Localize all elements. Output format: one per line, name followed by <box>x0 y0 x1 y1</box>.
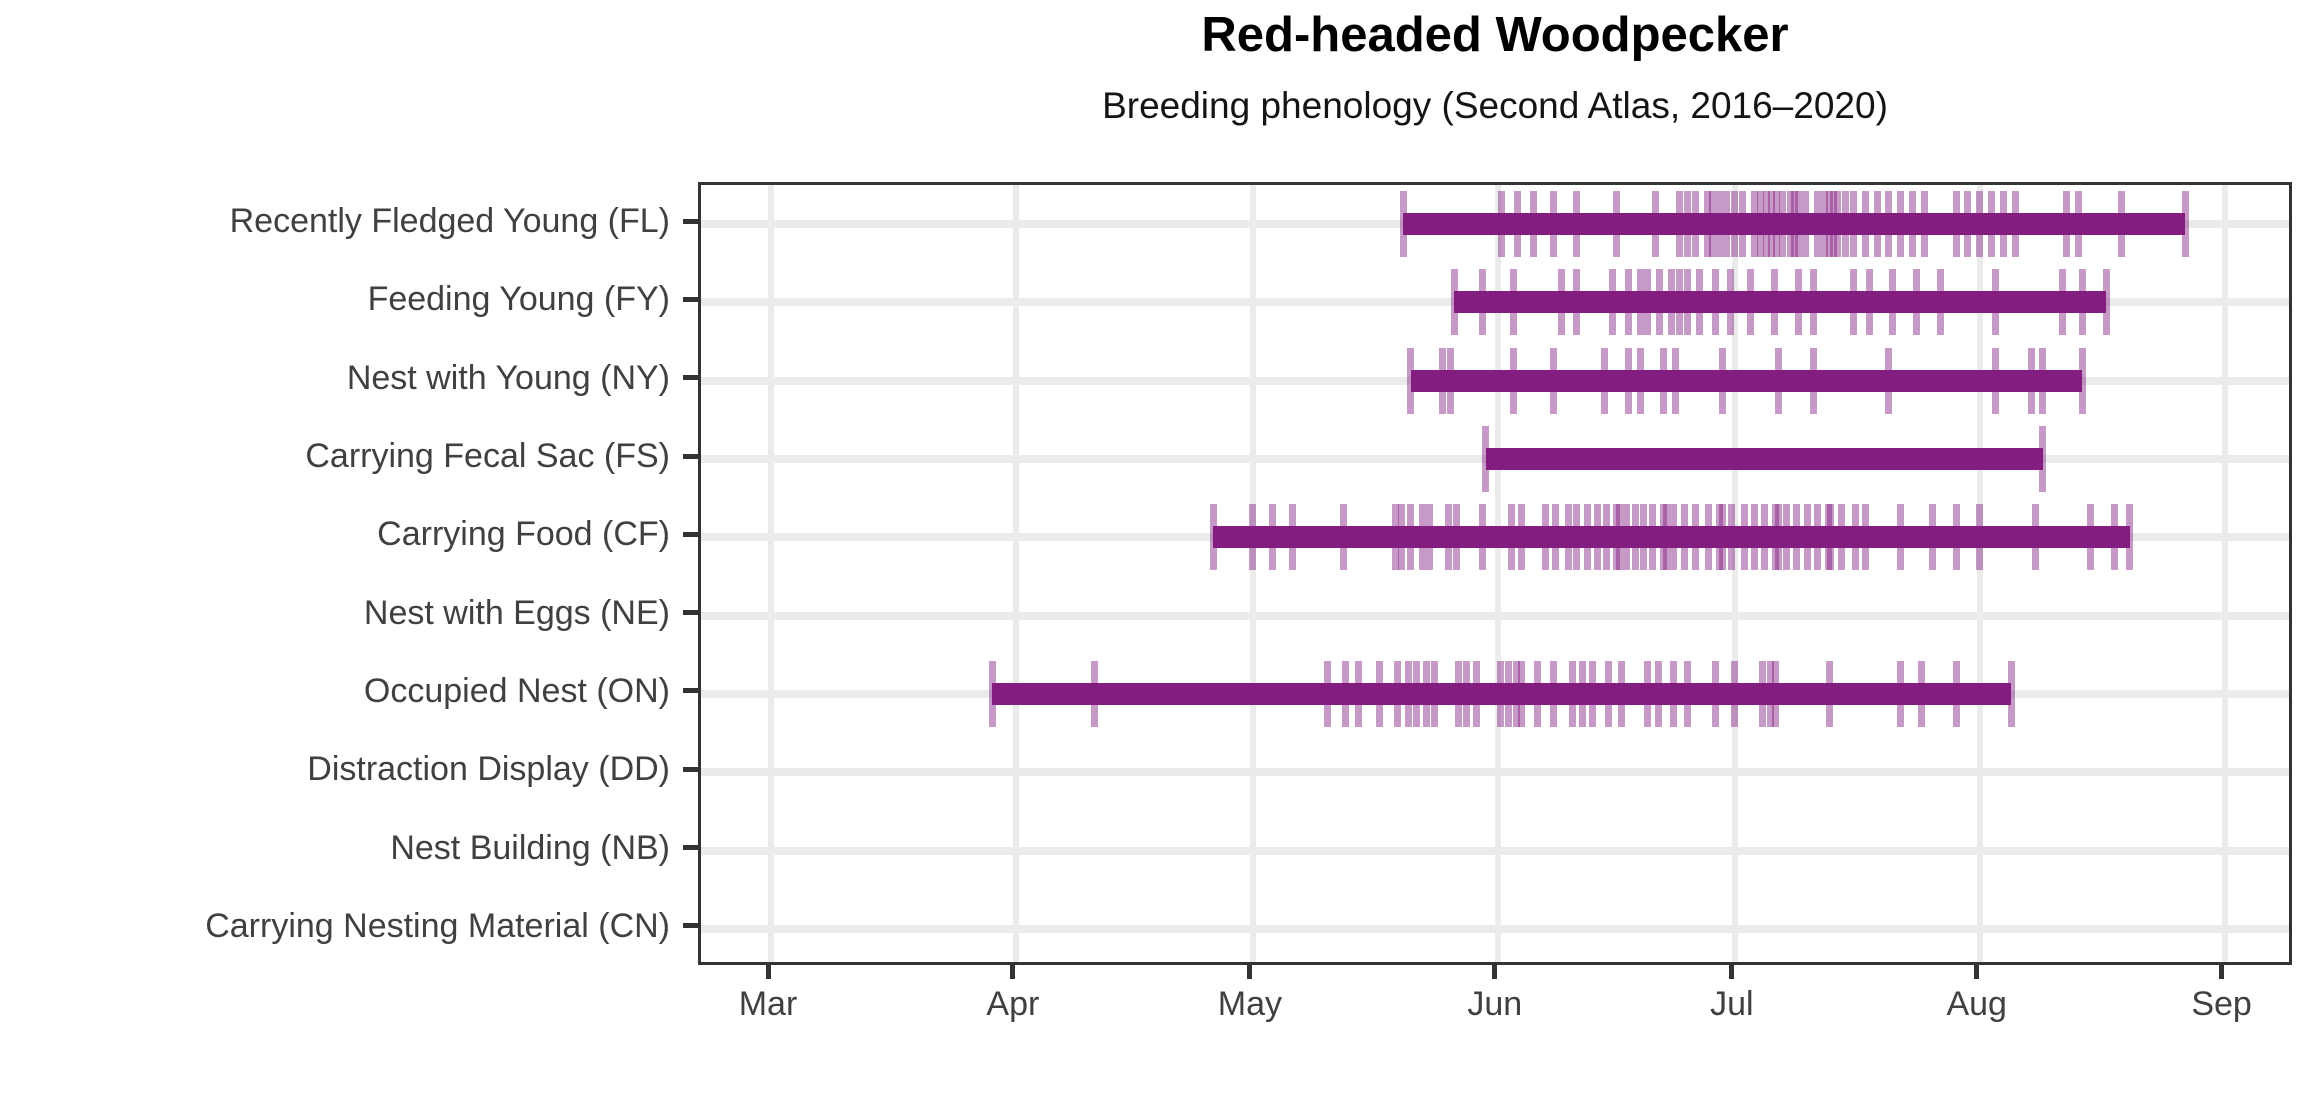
y-axis-tick <box>683 923 698 929</box>
y-axis-tick <box>683 845 698 851</box>
gridline-month <box>1249 185 1256 962</box>
y-axis-tick <box>683 375 698 381</box>
x-axis-label: Aug <box>1946 985 2007 1023</box>
gridline-month <box>1976 185 1983 962</box>
y-axis-label: Feeding Young (FY) <box>367 280 670 319</box>
gridline-row <box>701 924 2289 933</box>
observation-tick <box>2126 504 2134 571</box>
gridline-row <box>701 768 2289 777</box>
y-axis-tick <box>683 296 698 302</box>
phenology-range-bar <box>1485 448 2043 471</box>
y-axis-label: Nest with Eggs (NE) <box>363 593 670 632</box>
y-axis-label: Carrying Fecal Sac (FS) <box>305 437 670 476</box>
gridline-row <box>701 846 2289 855</box>
chart-title: Red-headed Woodpecker <box>1201 8 1789 62</box>
x-axis-tick <box>1729 965 1735 979</box>
y-axis-label: Nest Building (NB) <box>390 828 670 867</box>
x-axis-label: Jun <box>1467 985 1523 1023</box>
x-axis-label: Apr <box>986 985 1040 1023</box>
gridline-month <box>2221 185 2228 962</box>
phenology-range-bar <box>1454 291 2107 314</box>
x-axis-tick <box>1010 965 1016 979</box>
y-axis-label: Occupied Nest (ON) <box>363 671 670 710</box>
y-axis-label: Distraction Display (DD) <box>307 750 670 789</box>
x-axis-tick <box>765 965 771 979</box>
y-axis-label: Recently Fledged Young (FL) <box>229 202 670 241</box>
y-axis-label: Carrying Food (CF) <box>377 515 670 554</box>
phenology-range-bar <box>1403 213 2186 236</box>
chart-subtitle: Breeding phenology (Second Atlas, 2016–2… <box>1102 85 1888 126</box>
gridline-row <box>701 611 2289 620</box>
x-axis-label: Mar <box>738 985 798 1023</box>
y-axis-tick <box>683 766 698 772</box>
y-axis-tick <box>683 610 698 616</box>
x-axis-label: Sep <box>2191 985 2252 1023</box>
observation-tick <box>2039 426 2047 493</box>
phenology-range-bar <box>1410 369 2083 392</box>
y-axis-tick <box>683 218 698 224</box>
observation-tick <box>2181 191 2189 258</box>
x-axis-label: May <box>1217 985 1282 1023</box>
y-axis-label: Nest with Young (NY) <box>346 358 670 397</box>
observation-tick <box>2102 269 2110 336</box>
x-axis-tick <box>2219 965 2225 979</box>
x-axis-tick <box>1974 965 1980 979</box>
gridline-month <box>768 185 774 962</box>
plot-panel <box>698 182 2292 965</box>
y-axis-label: Carrying Nesting Material (CN) <box>205 906 670 945</box>
observation-tick <box>2007 660 2015 727</box>
observation-tick <box>2078 347 2086 414</box>
x-axis-tick <box>1492 965 1498 979</box>
gridline-month <box>1731 185 1738 962</box>
y-axis-tick <box>683 688 698 694</box>
y-axis-tick <box>683 531 698 537</box>
phenology-range-bar <box>1213 526 2130 549</box>
x-axis-label: Jul <box>1710 985 1754 1023</box>
x-axis-tick <box>1247 965 1253 979</box>
gridline-month <box>1494 185 1501 962</box>
gridline-month <box>1012 185 1019 962</box>
y-axis-tick <box>683 453 698 459</box>
phenology-range-bar <box>992 682 2012 705</box>
